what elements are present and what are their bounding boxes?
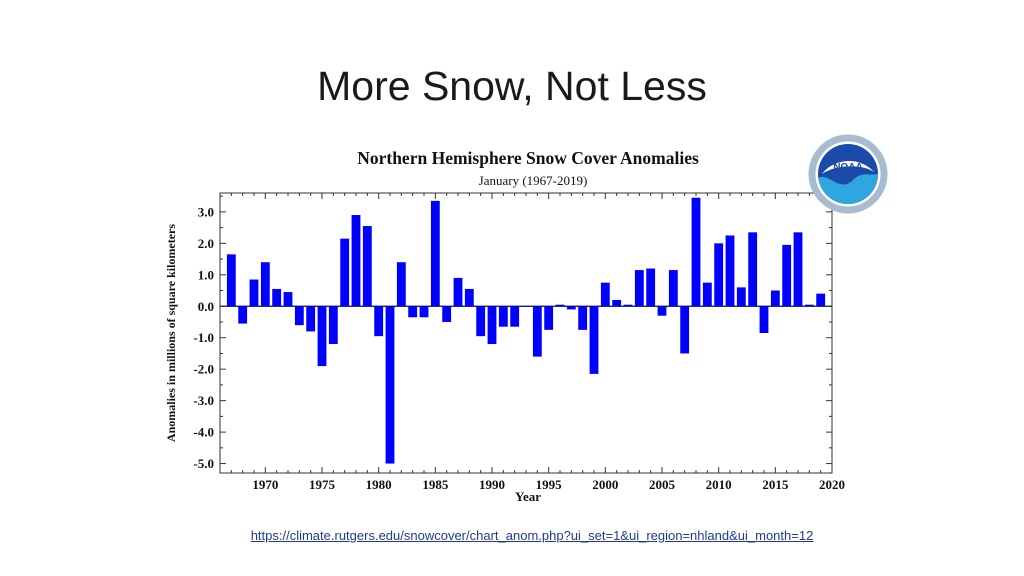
bar-1985 [430, 200, 440, 307]
bar-1984 [419, 306, 429, 318]
bar-1990 [487, 306, 497, 345]
y-axis: 3.0 2.0 1.0 0.0 -1.0 -2.0 -3.0 -4.0 -5.0 [193, 195, 832, 471]
bar-2018 [804, 304, 814, 307]
bar-1976 [328, 306, 338, 345]
bar-1977 [340, 238, 350, 307]
bar-1967 [226, 254, 236, 307]
bar-1992 [510, 306, 520, 327]
x-tick-label: 2000 [592, 477, 618, 492]
bar-2005 [657, 306, 667, 316]
bar-2003 [634, 270, 644, 307]
bar-1974 [306, 306, 316, 332]
bar-2010 [714, 243, 724, 307]
bar-1982 [396, 262, 406, 307]
bar-2009 [702, 282, 712, 307]
y-tick-label: -4.0 [193, 425, 214, 440]
bar-1972 [283, 292, 293, 307]
bar-1988 [464, 288, 474, 307]
x-axis: 1970 1975 1980 1985 1990 1995 2000 2005 2010 2015… [219, 193, 845, 492]
bar-2000 [600, 282, 610, 307]
chart-title: Northern Hemisphere Snow Cover Anomalies [357, 148, 699, 168]
bar-2006 [668, 270, 678, 307]
bar-1978 [351, 215, 361, 307]
bar-2002 [623, 304, 633, 307]
bar-1987 [453, 277, 463, 307]
bar-1996 [555, 304, 565, 307]
bar-2011 [725, 235, 735, 307]
y-tick-label: -1.0 [193, 330, 214, 345]
bar-1969 [249, 279, 259, 307]
x-tick-label: 2015 [762, 477, 789, 492]
x-tick-label: 2020 [819, 477, 845, 492]
y-tick-label: 0.0 [198, 299, 214, 314]
noaa-logo-text: NOAA [833, 162, 862, 173]
bar-1971 [272, 288, 282, 307]
y-tick-label: 1.0 [198, 267, 214, 282]
source-url-link[interactable]: https://climate.rutgers.edu/snowcover/ch… [250, 528, 814, 543]
bar-2014 [759, 306, 769, 333]
bar-2001 [612, 299, 622, 307]
bar-1973 [294, 306, 304, 326]
x-tick-label: 2010 [706, 477, 732, 492]
bar-1981 [385, 306, 395, 464]
x-tick-label: 1995 [536, 477, 563, 492]
bar-1998 [578, 306, 588, 330]
bar-1979 [362, 226, 372, 307]
y-tick-label: -2.0 [193, 362, 214, 377]
noaa-logo: NOAA [808, 134, 888, 214]
bar-2008 [691, 197, 701, 307]
y-tick-label: -5.0 [193, 456, 214, 471]
x-tick-label: 1975 [309, 477, 336, 492]
bar-1989 [476, 306, 486, 337]
bar-1970 [260, 262, 270, 307]
chart-container: Northern Hemisphere Snow Cover Anomalies… [150, 130, 900, 510]
bar-2019 [816, 293, 826, 307]
bar-1995 [544, 306, 554, 330]
bar-2017 [793, 232, 803, 307]
x-tick-label: 1970 [252, 477, 278, 492]
bar-1983 [408, 306, 418, 318]
y-axis-label: Anomalies in millions of square kilomete… [164, 224, 178, 442]
bar-2016 [782, 244, 792, 307]
bar-2013 [748, 232, 758, 307]
bar-2012 [736, 287, 746, 307]
bar-1997 [566, 306, 576, 310]
bar-2015 [770, 290, 780, 307]
x-tick-label: 1990 [479, 477, 505, 492]
y-tick-label: 3.0 [198, 204, 214, 219]
x-tick-label: 2005 [649, 477, 676, 492]
y-tick-label: 2.0 [198, 236, 214, 251]
slide-title: More Snow, Not Less [317, 63, 707, 109]
bars-group [226, 197, 826, 464]
y-tick-label: -3.0 [193, 393, 214, 408]
bar-2007 [680, 306, 690, 354]
bar-1993 [521, 306, 531, 307]
bar-1994 [532, 306, 542, 357]
bar-1991 [498, 306, 508, 327]
bar-1980 [374, 306, 384, 337]
bar-2004 [646, 268, 656, 307]
plot-frame [219, 192, 833, 474]
chart-subtitle: January (1967-2019) [479, 173, 588, 188]
x-axis-label: Year [515, 489, 541, 504]
x-tick-label: 1980 [366, 477, 392, 492]
x-tick-label: 1985 [422, 477, 449, 492]
bar-1986 [442, 306, 452, 322]
bar-1968 [238, 306, 248, 324]
bar-1975 [317, 306, 327, 367]
snow-cover-bar-chart: Northern Hemisphere Snow Cover Anomalies… [164, 148, 845, 504]
bar-1999 [589, 306, 599, 374]
